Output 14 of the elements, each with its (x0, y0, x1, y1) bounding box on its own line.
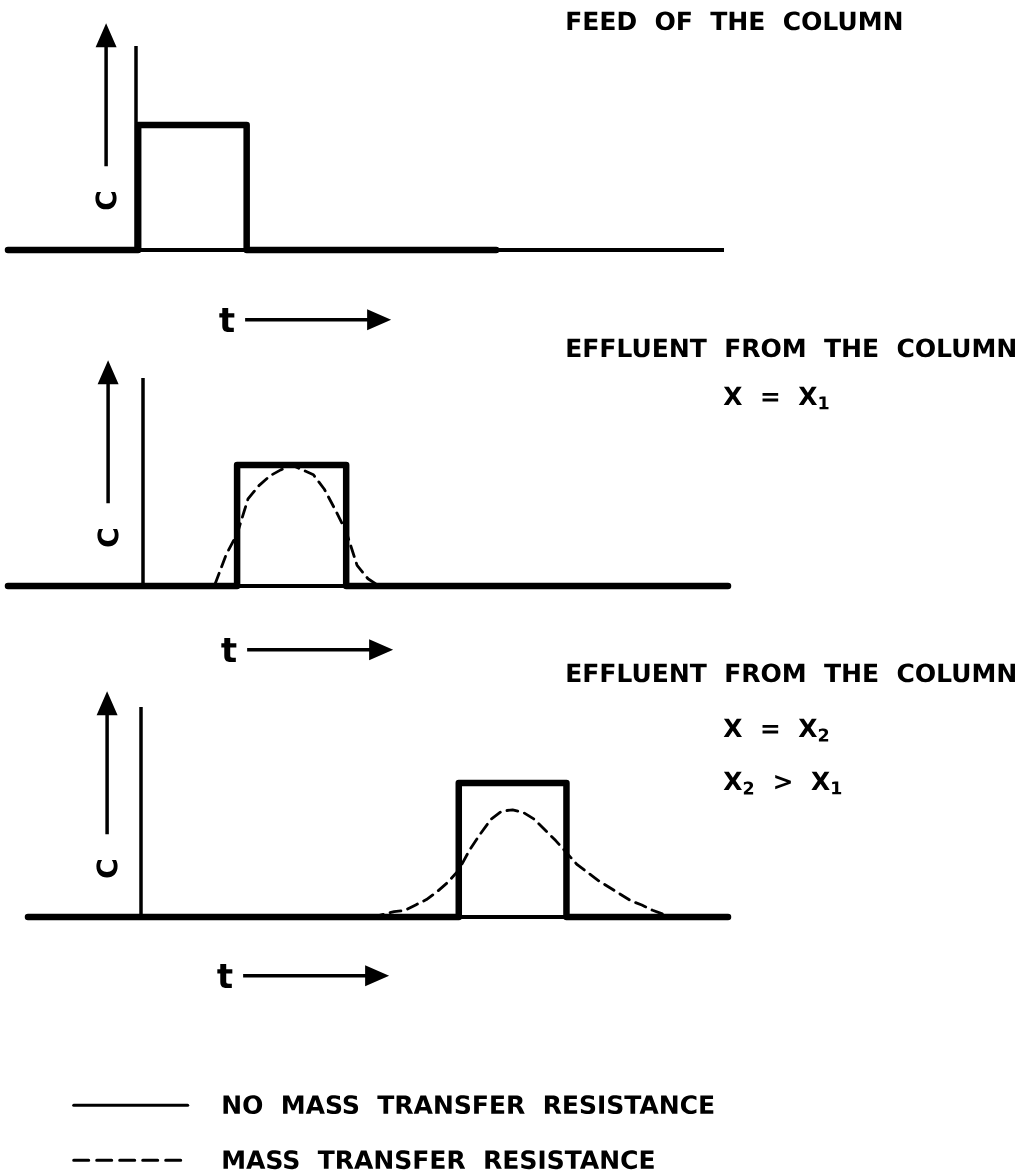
y-axis-title: C (97, 529, 119, 547)
text: X = X$_{1}$ (723, 386, 829, 410)
legend-label: MASS TRANSFER RESISTANCE (223, 1150, 654, 1170)
x-axis-title: t (219, 308, 235, 332)
text: X$_{2}$ > X$_{1}$ (723, 771, 842, 795)
legend-label: NO MASS TRANSFER RESISTANCE (223, 1095, 714, 1115)
chart-title: FEED OF THE COLUMN (567, 11, 902, 31)
y-axis-title: C (95, 192, 117, 210)
y-axis-title: C (96, 860, 118, 878)
text: EFFLUENT FROM THE COLUMN (567, 663, 1015, 683)
text: EFFLUENT FROM THE COLUMN (567, 338, 1015, 358)
x-axis-title: t (221, 638, 237, 662)
x-axis-title: t (217, 964, 233, 988)
text: X = X$_{2}$ (723, 718, 829, 742)
